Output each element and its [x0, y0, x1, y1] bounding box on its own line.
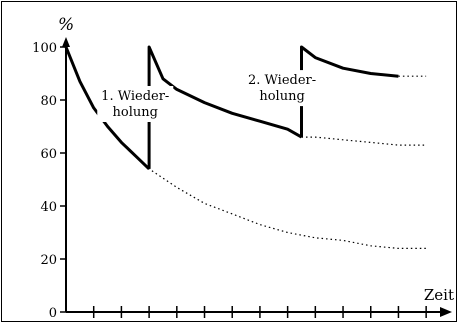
y-tick-label: 20	[40, 253, 57, 268]
annotation-line: 1. Wieder-	[101, 89, 169, 104]
series-layer	[64, 45, 427, 249]
y-tick-label: 100	[32, 41, 57, 56]
annotation-bg	[97, 86, 174, 122]
series-line-solid	[147, 45, 303, 169]
annotation-line: 2. Wieder-	[248, 73, 316, 88]
x-axis-label: Zeit	[424, 286, 454, 304]
y-tick-label: 60	[40, 147, 57, 162]
annotation-line: holung	[259, 89, 304, 104]
y-axis-arrow-icon	[62, 37, 70, 47]
y-ticks: 0 20 40 60 80 100	[32, 41, 66, 321]
x-axis-arrow-icon	[440, 307, 452, 317]
y-tick-label: 0	[49, 306, 57, 321]
annotation-line: holung	[113, 105, 158, 120]
series-line-dotted	[301, 136, 427, 146]
series-line-solid	[300, 45, 399, 138]
series-line-solid	[64, 46, 151, 170]
x-ticks	[92, 306, 427, 318]
y-tick-label: 40	[40, 200, 57, 215]
y-axis-unit-label: %	[58, 15, 74, 35]
annotation-bg	[244, 70, 321, 107]
y-tick-label: 80	[40, 94, 57, 109]
chart-frame	[1, 1, 457, 322]
